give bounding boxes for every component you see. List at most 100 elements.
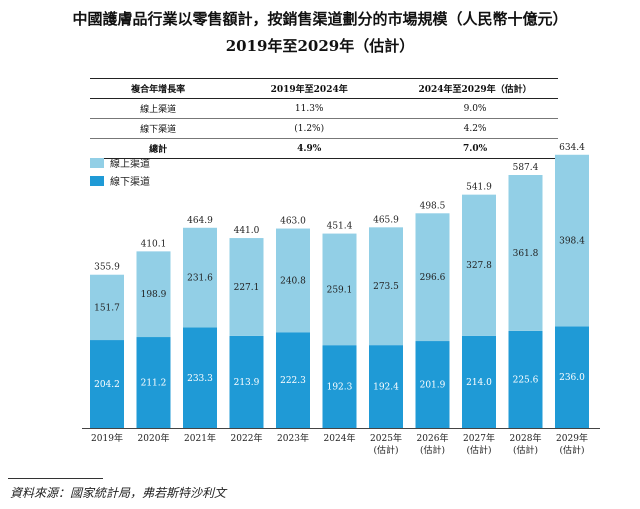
x-tick-label: 2027年 xyxy=(463,432,495,444)
total-label: 465.9 xyxy=(373,215,399,225)
growth-rate-table: 複合年增長率 2019年至2024年 2024年至2029年（估計） 線上渠道 … xyxy=(90,78,558,159)
table-cell: 4.9% xyxy=(226,138,393,159)
legend-swatch xyxy=(90,158,104,168)
value-label-online: 273.5 xyxy=(373,282,399,292)
bar-online xyxy=(555,154,589,327)
header-cell: 2019年至2024年 xyxy=(226,78,393,99)
x-tick-label: (估計) xyxy=(559,444,584,456)
x-tick-label: 2022年 xyxy=(231,432,263,444)
bar-online xyxy=(183,227,217,328)
chart-subtitle: 2019年至2029年（估計） xyxy=(225,37,415,55)
source-note: 資料來源：國家統計局，弗若斯特沙利文 xyxy=(10,486,227,500)
growth-table-header: 複合年增長率 2019年至2024年 2024年至2029年（估計） xyxy=(90,78,558,99)
value-label-offline: 213.9 xyxy=(234,378,260,388)
table-row: 線上渠道 11.3% 9.0% xyxy=(90,98,558,119)
x-tick-label: (估計) xyxy=(420,444,445,456)
x-tick-label: 2024年 xyxy=(324,432,356,444)
total-label: 463.0 xyxy=(280,217,306,227)
bars xyxy=(90,154,589,428)
x-tick-label: 2029年 xyxy=(556,432,588,444)
total-label: 587.4 xyxy=(513,163,539,173)
value-label-offline: 201.9 xyxy=(420,381,446,391)
value-label-offline: 211.2 xyxy=(141,379,167,389)
bar-offline xyxy=(229,335,264,428)
bar-online xyxy=(462,194,496,336)
header-cell: 2024年至2029年（估計） xyxy=(392,78,558,99)
x-tick-label: 2023年 xyxy=(277,432,309,444)
value-label-online: 231.6 xyxy=(187,274,213,284)
bar-online xyxy=(90,274,124,341)
x-tick-label: 2020年 xyxy=(138,432,170,444)
bar-offline xyxy=(322,345,357,428)
table-cell: 7.0% xyxy=(392,138,558,159)
value-label-offline: 233.3 xyxy=(187,374,213,384)
row-label: 線上渠道 xyxy=(90,98,227,119)
row-label: 線下渠道 xyxy=(90,118,227,139)
table-row: 線下渠道 (1.2%) 4.2% xyxy=(90,118,558,139)
value-label-online: 398.4 xyxy=(559,237,585,247)
total-label: 541.9 xyxy=(466,183,492,193)
bar-online xyxy=(415,213,450,342)
bar-offline xyxy=(183,327,217,428)
data-labels: 204.2 151.7 355.9 211.2 198.9 410.1 233.3 231.6… xyxy=(94,143,585,393)
legend-swatch xyxy=(90,176,104,186)
bar-offline xyxy=(555,326,589,428)
x-tick-label: (估計) xyxy=(513,444,538,456)
bar-offline xyxy=(508,330,543,428)
total-label: 441.0 xyxy=(234,226,260,236)
value-label-offline: 222.3 xyxy=(280,376,306,386)
x-tick-label: (估計) xyxy=(466,444,491,456)
value-label-offline: 204.2 xyxy=(94,380,120,390)
value-label-online: 198.9 xyxy=(141,290,167,300)
bar-online xyxy=(136,251,171,338)
bar-online xyxy=(322,233,357,346)
chart-title: 中國護膚品行業以零售額計，按銷售渠道劃分的市場規模（人民幣十億元） xyxy=(72,10,568,28)
value-label-offline: 225.6 xyxy=(513,375,539,385)
value-label-online: 240.8 xyxy=(280,276,306,286)
bar-offline xyxy=(136,337,171,428)
value-label-online: 259.1 xyxy=(327,285,353,295)
bar-offline xyxy=(462,335,496,428)
value-label-online: 151.7 xyxy=(94,303,120,313)
value-label-online: 227.1 xyxy=(234,283,260,293)
total-label: 634.4 xyxy=(559,143,585,153)
header-cell: 複合年增長率 xyxy=(90,78,227,99)
table-cell: 11.3% xyxy=(226,98,393,119)
total-label: 410.1 xyxy=(141,239,167,249)
bar-offline xyxy=(369,345,403,428)
x-tick-label: 2019年 xyxy=(91,432,123,444)
row-label: 總計 xyxy=(90,138,227,159)
x-tick-label: 2028年 xyxy=(510,432,542,444)
legend-label: 線上渠道 xyxy=(110,157,150,170)
total-label: 498.5 xyxy=(420,201,446,211)
x-tick-label: 2025年 xyxy=(370,432,402,444)
footnote-divider xyxy=(8,478,103,479)
x-axis: 2019年 2020年 2021年 2022年 2023年 2024年 2025年(估計)2… xyxy=(82,428,600,456)
table-cell: (1.2%) xyxy=(226,118,393,139)
x-tick-label: (估計) xyxy=(373,444,398,456)
bar-online xyxy=(508,175,543,331)
bar-offline xyxy=(415,341,450,428)
bar-online xyxy=(229,238,264,336)
value-label-offline: 192.3 xyxy=(327,383,353,393)
bar-offline xyxy=(276,332,310,428)
table-cell: 4.2% xyxy=(392,118,558,139)
value-label-online: 296.6 xyxy=(420,273,446,283)
bar-offline xyxy=(90,340,124,428)
bar-online xyxy=(369,227,403,346)
total-label: 355.9 xyxy=(94,263,120,273)
value-label-online: 361.8 xyxy=(513,249,539,259)
x-tick-label: 2026年 xyxy=(417,432,449,444)
value-label-offline: 192.4 xyxy=(373,383,399,393)
table-cell: 9.0% xyxy=(392,98,558,119)
value-label-offline: 236.0 xyxy=(559,373,585,383)
bar-online xyxy=(276,228,310,333)
total-label: 464.9 xyxy=(187,216,213,226)
legend-label: 線下渠道 xyxy=(110,175,150,188)
value-label-online: 327.8 xyxy=(466,261,492,271)
table-row-total: 總計 4.9% 7.0% xyxy=(90,138,558,159)
total-label: 451.4 xyxy=(327,222,353,232)
value-label-offline: 214.0 xyxy=(466,378,492,388)
